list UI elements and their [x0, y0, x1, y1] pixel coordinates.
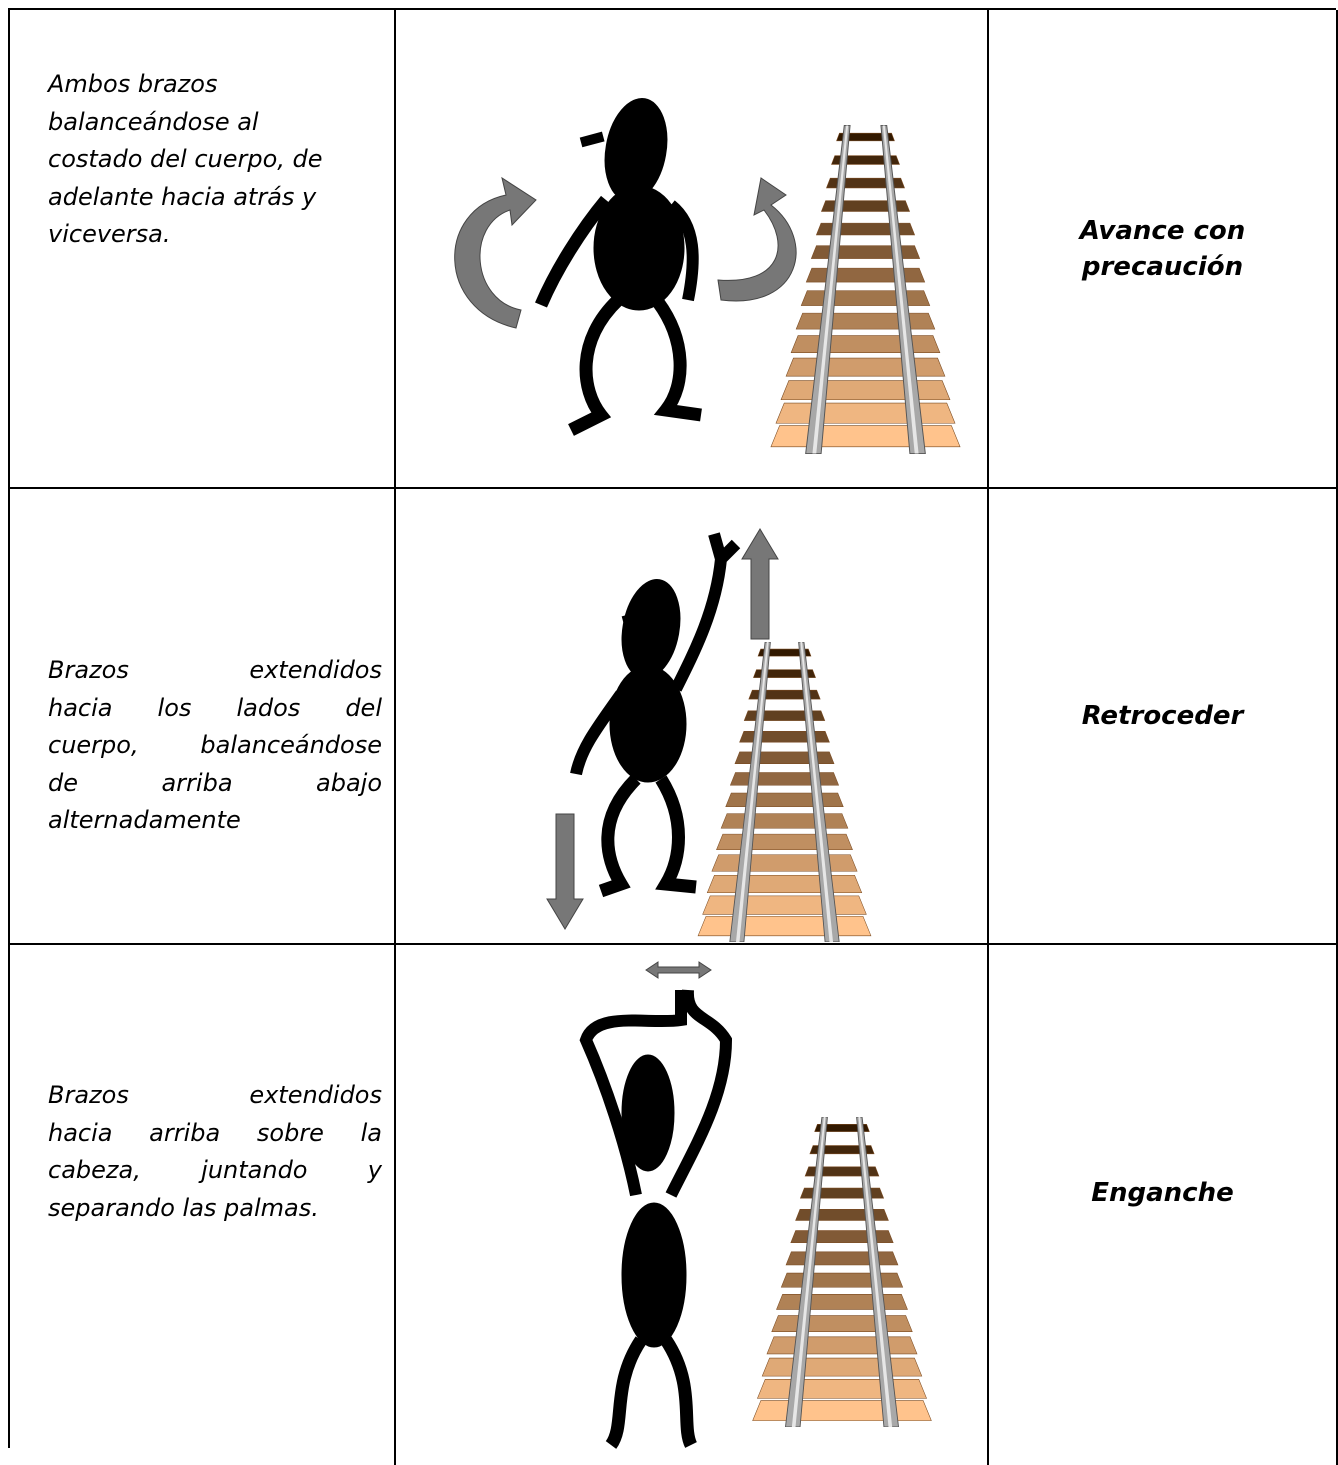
signal-name: Retroceder [1081, 701, 1244, 731]
figure-part [660, 1336, 698, 1448]
figure-part [605, 1336, 647, 1449]
table-row: Brazos extendidos hacia los lados del cuer… [10, 489, 1338, 945]
figure-part [579, 131, 605, 148]
description-cell: Brazos extendidos hacia los lados del cuer… [10, 489, 396, 943]
description-line: Brazos extendidos [48, 656, 382, 684]
figure-part [665, 989, 733, 1198]
signal-box: Enganche [989, 945, 1336, 1440]
description: Brazos extendidos hacia arriba sobre la ca… [48, 1077, 382, 1227]
description-line: balanceándose al [48, 107, 259, 136]
figure-part [752, 1117, 932, 1427]
illustration [454, 98, 961, 455]
description-line: cabeza, juntando y [48, 1156, 382, 1184]
figure-part [621, 1054, 675, 1172]
figure-part [645, 961, 712, 979]
figure-part [609, 665, 687, 783]
description-cell: Brazos extendidos hacia arriba sobre la ca… [10, 945, 396, 1465]
figure-part [652, 298, 702, 422]
illustration-cell [396, 10, 989, 487]
figure-part [670, 532, 741, 692]
illustration-cell [396, 945, 989, 1465]
description-line: cuerpo, balanceándose [48, 731, 382, 759]
figure-part [568, 295, 623, 436]
figure-part [717, 177, 797, 302]
figure-part [570, 532, 741, 898]
description-line: Brazos extendidos [48, 1081, 382, 1109]
figure-part [593, 185, 685, 311]
figure-part [535, 98, 702, 436]
figure-part [697, 642, 872, 942]
signal-cell: Enganche [989, 945, 1338, 1465]
signal-name: Enganche [1091, 1177, 1234, 1208]
figure-part [535, 195, 611, 308]
table-row: Ambos brazos balanceándose al costado del … [10, 10, 1338, 489]
figure-part [546, 813, 584, 930]
figure-part [454, 176, 537, 329]
figure-part [598, 774, 641, 898]
signal-table: Ambos brazos balanceándose al costado del … [8, 8, 1338, 1465]
figure-part [770, 124, 961, 455]
figure-part [655, 775, 697, 894]
figure-part [579, 989, 733, 1449]
figure-part [666, 200, 699, 302]
description-line: viceversa. [48, 220, 171, 248]
description: Ambos brazos balanceándose al costado del … [48, 66, 382, 254]
description-line: alternadamente [48, 806, 241, 834]
figure-part [454, 176, 797, 329]
description: Brazos extendidos hacia los lados del cuer… [48, 652, 382, 840]
description-line: hacia los lados del [48, 693, 382, 722]
figure-part [546, 528, 779, 930]
figure-part [621, 1202, 687, 1348]
description-line: de arriba abajo [48, 768, 382, 797]
description-line: costado del cuerpo, de [48, 145, 323, 173]
description-line: hacia arriba sobre la [48, 1118, 382, 1147]
illustration-cell [396, 489, 989, 943]
table-row: Brazos extendidos hacia arriba sobre la ca… [10, 945, 1338, 1465]
signal-cell: Avance con precaución [989, 10, 1338, 487]
figure-part [579, 990, 687, 1197]
figure-part [570, 690, 626, 776]
description-line: Ambos brazos [48, 70, 218, 98]
signal-box: Retroceder [989, 489, 1336, 943]
signal-cell: Retroceder [989, 489, 1338, 943]
illustration [579, 961, 932, 1449]
figure-part [741, 528, 779, 640]
signal-name: Avance con precaución [1079, 215, 1246, 282]
figure-part [621, 610, 645, 627]
description-cell: Ambos brazos balanceándose al costado del … [10, 10, 396, 487]
description-line: adelante hacia atrás y [48, 182, 317, 211]
signal-box: Avance con precaución [989, 10, 1336, 487]
illustration [546, 528, 872, 942]
description-line: separando las palmas. [48, 1193, 319, 1222]
